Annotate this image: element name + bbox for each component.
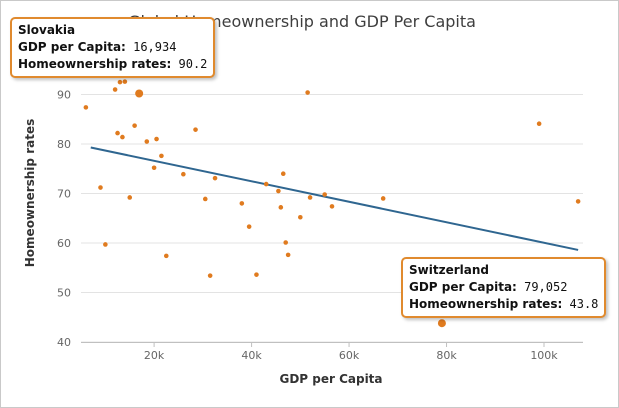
x-axis-label: GDP per Capita [279, 372, 382, 386]
y-tick-label: 70 [57, 188, 71, 201]
data-point[interactable] [83, 105, 89, 110]
data-point[interactable] [212, 175, 218, 181]
y-tick-label: 80 [57, 138, 71, 151]
y-tick-labels: 40 50 60 70 80 90 [57, 89, 71, 350]
data-point[interactable] [122, 79, 128, 84]
y-tick-label: 60 [57, 237, 71, 250]
data-point[interactable] [115, 130, 120, 136]
data-point[interactable] [575, 199, 581, 204]
x-tick-label: 60k [339, 349, 360, 362]
data-point[interactable] [202, 196, 208, 202]
tooltip-slovakia: Slovakia GDP per Capita: 16,934 Homeowne… [10, 17, 216, 78]
data-point[interactable] [144, 139, 150, 144]
data-point[interactable] [163, 253, 169, 259]
tooltip-gdp-label: GDP per Capita: [18, 40, 126, 54]
tooltip-rate-value: 90.2 [178, 57, 208, 71]
tooltip-gdp-label: GDP per Capita: [409, 280, 517, 294]
y-axis-label: Homeownership rates [23, 119, 37, 267]
data-point[interactable] [98, 185, 103, 190]
y-tick-label: 50 [57, 287, 71, 300]
data-point[interactable] [322, 192, 327, 197]
data-point[interactable] [159, 153, 164, 159]
data-point[interactable] [278, 205, 284, 210]
axes [81, 342, 583, 347]
x-tick-label: 100k [530, 349, 558, 362]
data-point[interactable] [207, 273, 213, 278]
tooltip-gdp-value: 79,052 [524, 280, 568, 294]
highlighted-data-point[interactable] [135, 89, 144, 98]
data-point[interactable] [276, 188, 281, 194]
data-point[interactable] [305, 90, 310, 95]
data-point[interactable] [380, 196, 386, 201]
tooltip-rate-label: Homeownership rates: [409, 297, 563, 311]
data-point[interactable] [263, 181, 269, 187]
x-tick-label: 80k [436, 349, 457, 362]
x-tick-label: 20k [144, 349, 165, 362]
data-point[interactable] [154, 136, 159, 142]
tooltip-gdp-value: 16,934 [133, 40, 177, 54]
data-point[interactable] [307, 195, 313, 200]
data-points[interactable] [83, 79, 581, 328]
data-point[interactable] [181, 171, 186, 177]
data-point[interactable] [298, 214, 303, 220]
y-tick-label: 90 [57, 89, 71, 102]
tooltip-country-name: Switzerland [409, 263, 489, 277]
x-tick-labels: 20k 40k 60k 80k 100k [144, 349, 558, 362]
tooltip-country-name: Slovakia [18, 23, 76, 37]
tooltip-rate-label: Homeownership rates: [18, 57, 172, 71]
highlighted-data-point[interactable] [437, 319, 446, 328]
y-tick-label: 40 [57, 336, 71, 349]
data-point[interactable] [132, 123, 137, 128]
trend-line [90, 146, 579, 251]
data-point[interactable] [120, 134, 125, 140]
data-point[interactable] [536, 121, 542, 127]
data-point[interactable] [329, 204, 335, 209]
data-point[interactable] [285, 252, 291, 258]
chart-title: Global Homeownership and GDP Per Capita [128, 12, 476, 31]
data-point[interactable] [193, 127, 198, 132]
data-point[interactable] [280, 171, 286, 176]
data-point[interactable] [127, 195, 133, 200]
data-point[interactable] [112, 87, 118, 92]
data-point[interactable] [103, 242, 108, 247]
x-tick-label: 40k [241, 349, 262, 362]
data-point[interactable] [246, 224, 252, 229]
data-point[interactable] [117, 79, 123, 85]
tooltip-switzerland: Switzerland GDP per Capita: 79,052 Homeo… [401, 257, 607, 318]
data-point[interactable] [283, 240, 288, 245]
data-point[interactable] [254, 272, 259, 277]
data-point[interactable] [239, 201, 245, 206]
tooltip-rate-value: 43.8 [569, 297, 599, 311]
data-point[interactable] [151, 165, 157, 171]
